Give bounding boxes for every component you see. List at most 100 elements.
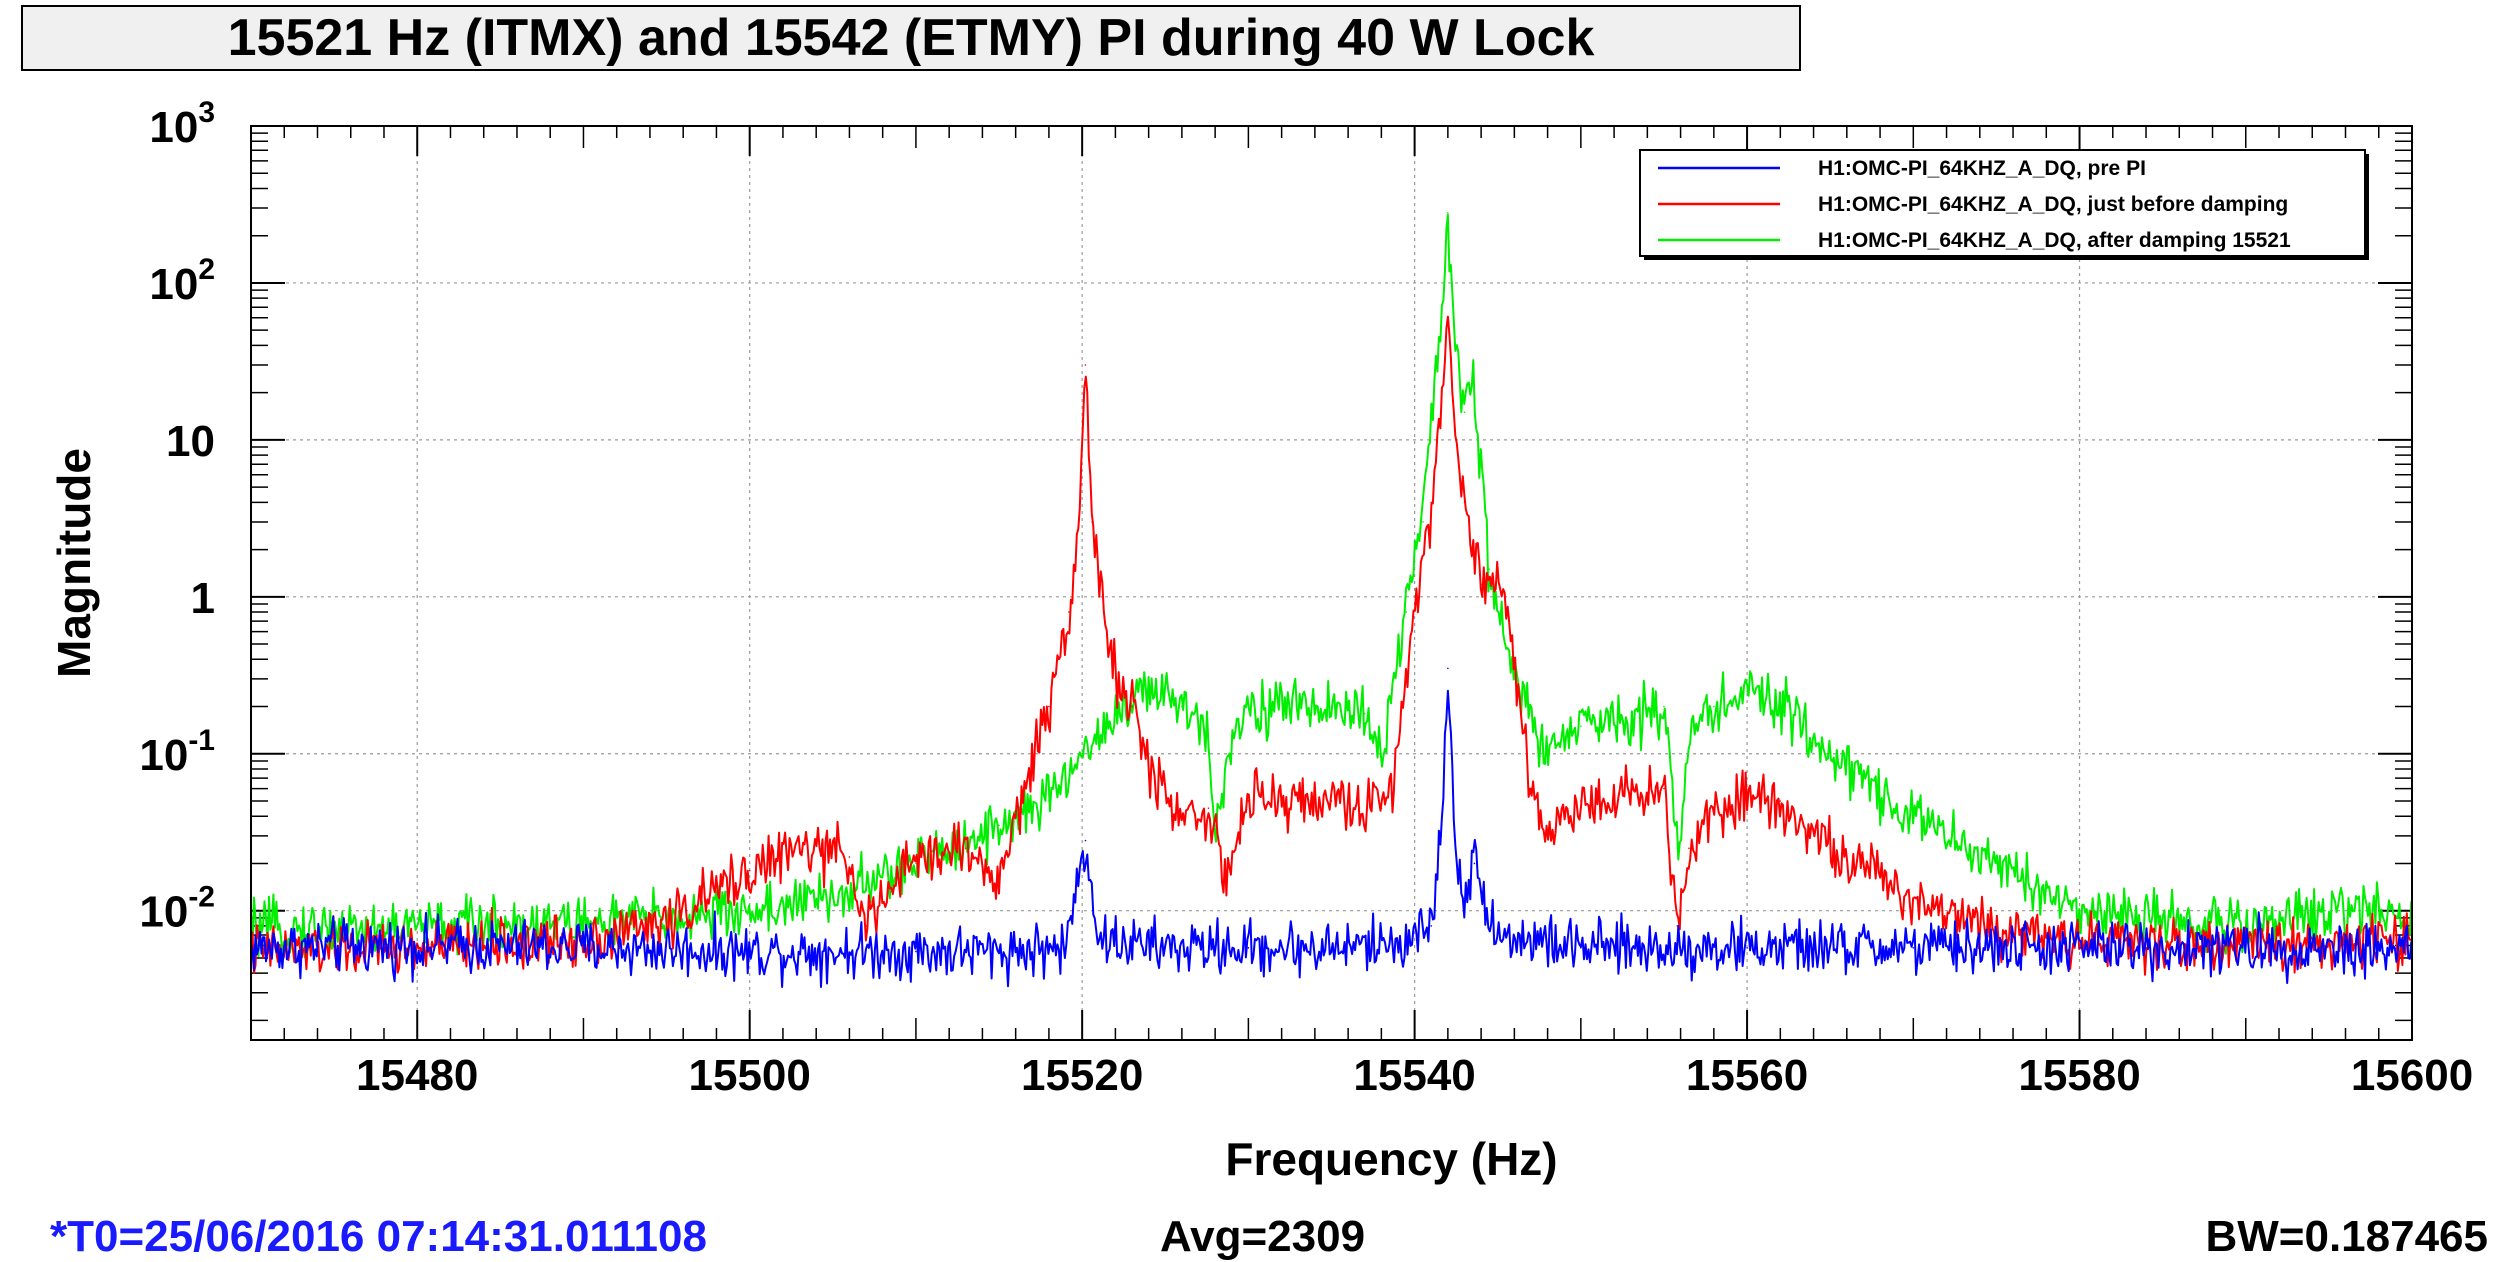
series-point-0 [1330, 947, 1333, 949]
legend-label-2: H1:OMC-PI_64KHZ_A_DQ, after damping 1552… [1818, 229, 2291, 252]
y-tick-label: 10-1 [139, 724, 215, 780]
y-tick-label: 10-2 [139, 881, 215, 937]
series-point-2 [1546, 752, 1549, 755]
series-point-1 [915, 856, 917, 858]
series-point-2 [2244, 925, 2247, 927]
series-point-2 [1453, 344, 1456, 347]
series-point-1 [1440, 411, 1443, 414]
series-point-0 [1912, 947, 1915, 949]
series-point-1 [1393, 768, 1396, 770]
x-tick-label: 15520 [1021, 1051, 1143, 1100]
chart-title-box: 15521 Hz (ITMX) and 15542 (ETMY) PI duri… [21, 5, 1801, 71]
series-point-0 [1463, 897, 1466, 900]
series-point-1 [1447, 316, 1449, 319]
series-point-2 [1471, 376, 1474, 379]
series-point-1 [1779, 800, 1782, 802]
series-line-0 [250, 689, 2413, 988]
series-point-1 [865, 925, 867, 927]
series-point-0 [1496, 934, 1499, 936]
series-point-2 [2078, 909, 2081, 912]
series-point-1 [1829, 847, 1831, 850]
series-point-2 [748, 909, 751, 912]
series-point-1 [1746, 793, 1748, 796]
series-point-0 [1440, 835, 1443, 837]
series-point-2 [1181, 705, 1183, 708]
series-point-1 [964, 847, 967, 850]
series-point-2 [915, 862, 917, 865]
series-point-2 [1995, 862, 1998, 865]
series-point-2 [1206, 725, 1208, 727]
series-point-1 [1068, 611, 1070, 613]
y-axis-title: Magnitude [48, 448, 100, 678]
series-line-1 [250, 315, 2412, 976]
series-point-0 [2244, 947, 2247, 949]
legend-label-1: H1:OMC-PI_64KHZ_A_DQ, just before dampin… [1818, 193, 2288, 216]
series-point-0 [1397, 942, 1399, 945]
series-point-1 [416, 947, 419, 949]
series-point-0 [582, 947, 585, 949]
series-point-1 [1101, 596, 1103, 598]
t0-annotation: *T0=25/06/2016 07:14:31.011108 [50, 1212, 707, 1261]
series-point-1 [1181, 815, 1183, 818]
series-point-2 [582, 920, 585, 923]
series-point-0 [915, 950, 917, 953]
series-point-0 [1164, 947, 1167, 949]
series-point-2 [1513, 678, 1516, 680]
series-point-0 [998, 950, 1000, 953]
series-point-1 [1546, 835, 1549, 837]
series-point-0 [1430, 925, 1433, 927]
legend: H1:OMC-PI_64KHZ_A_DQ, pre PI H1:OMC-PI_64… [1639, 149, 2369, 260]
series-point-0 [1064, 947, 1067, 949]
series-point-1 [1580, 800, 1582, 802]
plot-frame [250, 125, 2413, 1041]
avg-annotation: Avg=2309 [1160, 1212, 1366, 1261]
series-point-2 [1488, 568, 1491, 570]
series-point-1 [1463, 501, 1466, 504]
series-point-0 [1746, 947, 1748, 949]
y-tick-label: 103 [149, 96, 215, 152]
series-point-2 [1405, 611, 1408, 613]
series-point-1 [1222, 882, 1225, 884]
series-point-2 [998, 824, 1000, 827]
series-point-2 [1247, 705, 1250, 708]
series-point-2 [1330, 705, 1333, 708]
series-point-1 [1480, 583, 1482, 586]
series-point-2 [1912, 815, 1915, 818]
series-point-2 [1447, 211, 1449, 214]
series-point-1 [1048, 705, 1050, 708]
series-point-1 [1114, 678, 1117, 680]
x-tick-label: 15600 [2351, 1051, 2473, 1100]
series-point-0 [416, 944, 419, 947]
y-tick-labels: 10-2 10-1 1 10 102 103 [139, 96, 215, 937]
series-point-1 [998, 882, 1000, 884]
series-point-2 [1114, 712, 1117, 715]
series-line-2 [250, 213, 2413, 959]
series-point-1 [848, 856, 851, 858]
series-point-2 [1746, 690, 1748, 693]
y-tick-label: 102 [149, 253, 215, 309]
series-point-2 [2377, 903, 2380, 906]
chart-title: 15521 Hz (ITMX) and 15542 (ETMY) PI duri… [227, 9, 1595, 67]
x-axis-title: Frequency (Hz) [1225, 1133, 1557, 1185]
series-point-2 [1430, 411, 1433, 414]
bandwidth-annotation: BW=0.187465 [2205, 1212, 2488, 1261]
series-point-1 [1513, 658, 1516, 661]
axis-ticks [250, 125, 2413, 1040]
legend-label-0: H1:OMC-PI_64KHZ_A_DQ, pre PI [1818, 157, 2146, 180]
series-point-1 [1430, 501, 1433, 504]
series-point-2 [1463, 411, 1466, 414]
series-point-2 [1689, 735, 1692, 737]
x-tick-label: 15580 [2018, 1051, 2140, 1100]
series-point-1 [748, 869, 751, 872]
series-point-1 [1530, 787, 1532, 790]
x-tick-label: 15500 [689, 1051, 811, 1100]
series-point-2 [832, 897, 834, 900]
series-point-0 [748, 950, 751, 953]
series-point-2 [1081, 752, 1083, 755]
series-point-1 [1713, 807, 1715, 809]
series-point-1 [1688, 847, 1690, 850]
series-point-2 [1363, 712, 1366, 715]
series-point-1 [1912, 897, 1915, 900]
series-point-1 [1131, 705, 1133, 708]
